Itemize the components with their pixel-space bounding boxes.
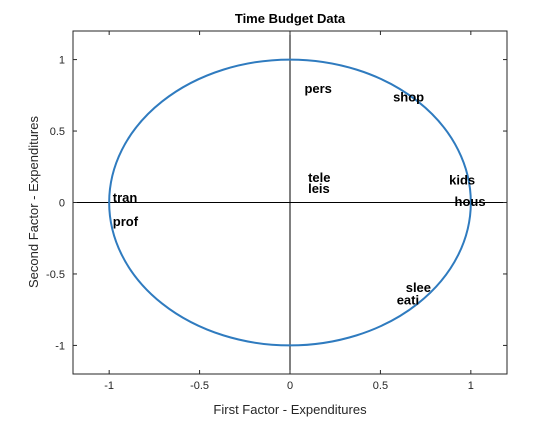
x-tick-label: 1 xyxy=(468,380,474,392)
y-tick-label: 0.5 xyxy=(50,126,65,138)
y-tick-label: -1 xyxy=(55,340,65,352)
x-tick-label: -0.5 xyxy=(190,380,209,392)
point-label-tran: tran xyxy=(113,190,138,205)
point-label-eati: eati xyxy=(397,293,419,308)
y-tick-label: 0 xyxy=(59,198,65,210)
point-label-leis: leis xyxy=(308,181,330,196)
chart-title: Time Budget Data xyxy=(235,11,346,26)
point-label-kids: kids xyxy=(449,173,475,188)
point-label-prof: prof xyxy=(113,214,139,229)
y-tick-label: -0.5 xyxy=(46,269,65,281)
y-axis-label: Second Factor - Expenditures xyxy=(26,116,41,288)
point-label-shop: shop xyxy=(393,90,424,105)
point-label-pers: pers xyxy=(304,81,331,96)
x-tick-label: -1 xyxy=(104,380,114,392)
y-tick-label: 1 xyxy=(59,55,65,67)
x-tick-label: 0 xyxy=(287,380,293,392)
x-axis-label: First Factor - Expenditures xyxy=(213,402,367,417)
point-label-hous: hous xyxy=(455,194,486,209)
x-tick-label: 0.5 xyxy=(373,380,388,392)
